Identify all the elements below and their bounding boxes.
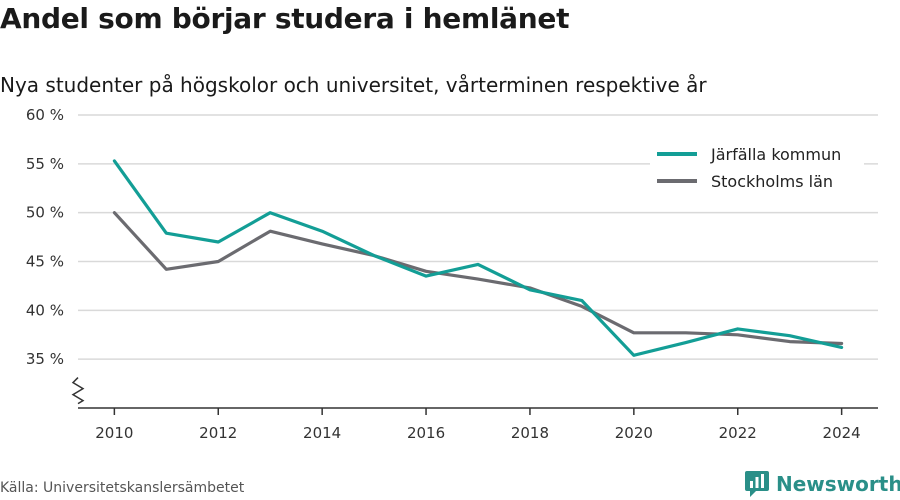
x-tick-label: 2010 [95, 424, 133, 442]
legend: Järfälla kommun Stockholms län [650, 140, 864, 198]
x-tick-label: 2014 [303, 424, 341, 442]
y-tick-label: 50 % [26, 204, 64, 222]
chart-title: Andel som börjar studera i hemlänet [0, 2, 570, 35]
y-tick-label: 60 % [26, 106, 64, 124]
axis-break-icon [71, 377, 85, 405]
gridlines [78, 114, 878, 360]
line-chart: 35 %40 %45 %50 %55 %60 % 2010 2012 2014 201… [26, 106, 878, 442]
legend-background [650, 140, 864, 198]
source-note: Källa: Universitetskanslersämbetet [0, 480, 245, 496]
x-tick-label: 2012 [199, 424, 237, 442]
newsworthy-icon [745, 471, 769, 497]
brand-logo[interactable]: Newsworthy [744, 470, 900, 498]
x-tick-label: 2018 [511, 424, 549, 442]
y-tick-label: 35 % [26, 350, 64, 368]
y-tick-label: 40 % [26, 301, 64, 319]
series-line-jarfalla [112, 159, 844, 357]
x-tick-label: 2022 [719, 424, 757, 442]
y-tick-label: 45 % [26, 253, 64, 271]
brand-name: Newsworthy [776, 472, 900, 496]
x-tick-label: 2024 [823, 424, 861, 442]
series-line-stockholm [112, 211, 844, 346]
legend-label: Stockholms län [711, 172, 833, 191]
x-axis: 2010 2012 2014 2016 2018 2020 2022 2024 [78, 407, 878, 442]
y-tick-label: 55 % [26, 155, 64, 173]
legend-label: Järfälla kommun [710, 145, 841, 164]
x-tick-label: 2016 [407, 424, 445, 442]
chart-subtitle: Nya studenter på högskolor och universit… [0, 73, 707, 97]
series-lines [112, 159, 844, 357]
y-axis: 35 % 40 % 45 % 50 % 55 % 60 % [26, 106, 85, 405]
x-tick-label: 2020 [615, 424, 653, 442]
